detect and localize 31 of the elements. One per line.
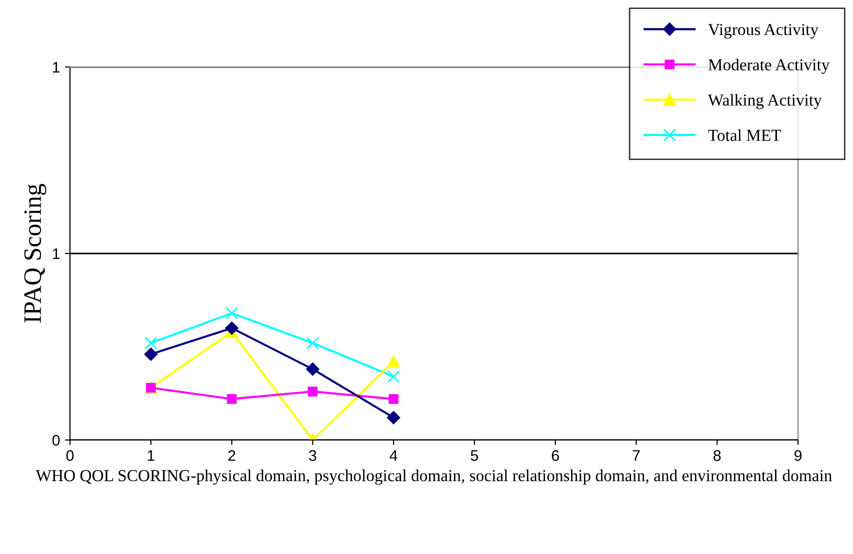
- point: [306, 336, 319, 350]
- y-tick-label: 1: [52, 248, 60, 260]
- point: [388, 394, 398, 404]
- legend-label: Walking Activity: [708, 94, 822, 110]
- point: [144, 348, 158, 361]
- y-tick-label: 1: [52, 62, 60, 73]
- x-tick-label: 4: [390, 450, 398, 461]
- point: [226, 306, 238, 320]
- legend-label: Vigrous Activity: [708, 24, 818, 39]
- x-tick-label: 7: [632, 450, 640, 461]
- legend-label: Moderate Activity: [708, 58, 830, 74]
- point: [387, 355, 400, 368]
- point: [386, 411, 400, 424]
- x-tick-label: 3: [309, 450, 316, 461]
- x-tick-label: 5: [470, 450, 478, 461]
- x-tick-label: 2: [228, 450, 236, 461]
- point: [387, 370, 400, 383]
- x-tick-label: 1: [148, 450, 154, 461]
- x-tick-label: 6: [552, 450, 559, 461]
- point: [226, 394, 237, 404]
- point: [306, 362, 320, 376]
- point: [144, 336, 158, 350]
- y-axis-title: IPAQ Scoring: [24, 184, 46, 323]
- x-axis-title: WHO QOL SCORING-physical domain, psychological domain, social relationship domain, and environmental domain: [36, 470, 832, 485]
- point: [225, 322, 238, 335]
- y-tick-label: 0: [52, 434, 60, 446]
- x-tick-label: 8: [714, 450, 721, 461]
- legend-label: Total MET: [708, 129, 782, 141]
- point: [308, 386, 318, 396]
- x-tick-label: 9: [794, 450, 802, 461]
- x-tick-label: 0: [66, 450, 74, 461]
